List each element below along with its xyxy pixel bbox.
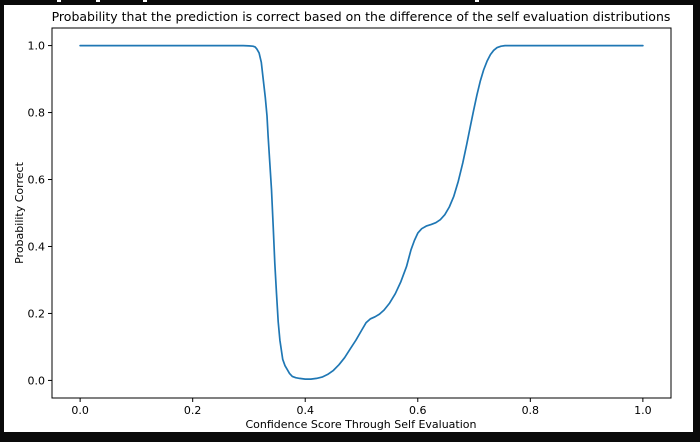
y-tick-label: 0.2 xyxy=(28,307,46,320)
data-series xyxy=(79,44,644,380)
x-axis-label: Confidence Score Through Self Evaluation xyxy=(246,418,477,431)
axes: 0.0 0.2 0.4 0.6 0.8 1.0 0.0 0.2 0.4 0.6 0.8 1.0 xyxy=(28,27,672,417)
probability-correct-curve xyxy=(79,44,644,380)
top-edge-speck xyxy=(475,0,479,2)
x-tick-label: 0.8 xyxy=(522,404,540,417)
x-tick-label: 0.0 xyxy=(71,404,89,417)
x-tick-label: 0.4 xyxy=(296,404,314,417)
y-tick-label: 0.6 xyxy=(28,174,46,187)
top-edge-speck xyxy=(96,0,100,2)
top-edge-speck xyxy=(143,0,147,2)
y-tick-label: 0.0 xyxy=(28,374,46,387)
y-tick-label: 0.8 xyxy=(28,107,46,120)
x-tick-label: 0.2 xyxy=(184,404,202,417)
top-edge-speck xyxy=(57,0,61,2)
crop-artifacts xyxy=(57,0,479,2)
figure-canvas xyxy=(4,5,693,432)
chart-title: Probability that the prediction is corre… xyxy=(52,9,671,24)
y-axis-label: Probability Correct xyxy=(13,161,26,263)
x-tick-label: 1.0 xyxy=(634,404,652,417)
axes-spines xyxy=(51,27,672,399)
y-tick-label: 1.0 xyxy=(28,40,46,53)
x-tick-label: 0.6 xyxy=(409,404,427,417)
y-tick-label: 0.4 xyxy=(28,240,46,253)
